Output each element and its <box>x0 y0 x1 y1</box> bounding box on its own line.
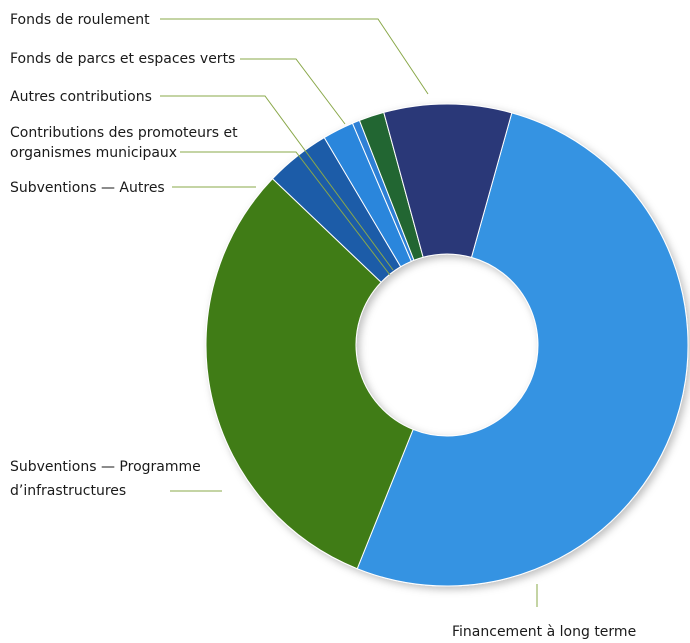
leader-fonds-roulement <box>160 18 429 95</box>
leader-autres-contributions <box>160 95 394 271</box>
label-subventions-autres: Subventions — Autres <box>10 180 165 196</box>
label-fonds-parcs: Fonds de parcs et espaces verts <box>10 51 235 67</box>
label-subventions-programme-line2: d’infrastructures <box>10 483 126 499</box>
label-contributions-line1: Contributions des promoteurs et <box>10 125 238 141</box>
slice-2 <box>205 178 414 570</box>
label-contributions-line2: organismes municipaux <box>10 145 177 161</box>
slice-7 <box>383 103 513 258</box>
leader-contributions <box>180 151 391 276</box>
label-autres-contributions: Autres contributions <box>10 89 152 105</box>
label-subventions-programme-line1: Subventions — Programme <box>10 459 201 475</box>
slice-1 <box>356 112 689 587</box>
label-financement: Financement à long terme <box>452 624 636 640</box>
label-fonds-roulement: Fonds de roulement <box>10 12 150 28</box>
leader-fonds-parcs <box>240 58 346 125</box>
